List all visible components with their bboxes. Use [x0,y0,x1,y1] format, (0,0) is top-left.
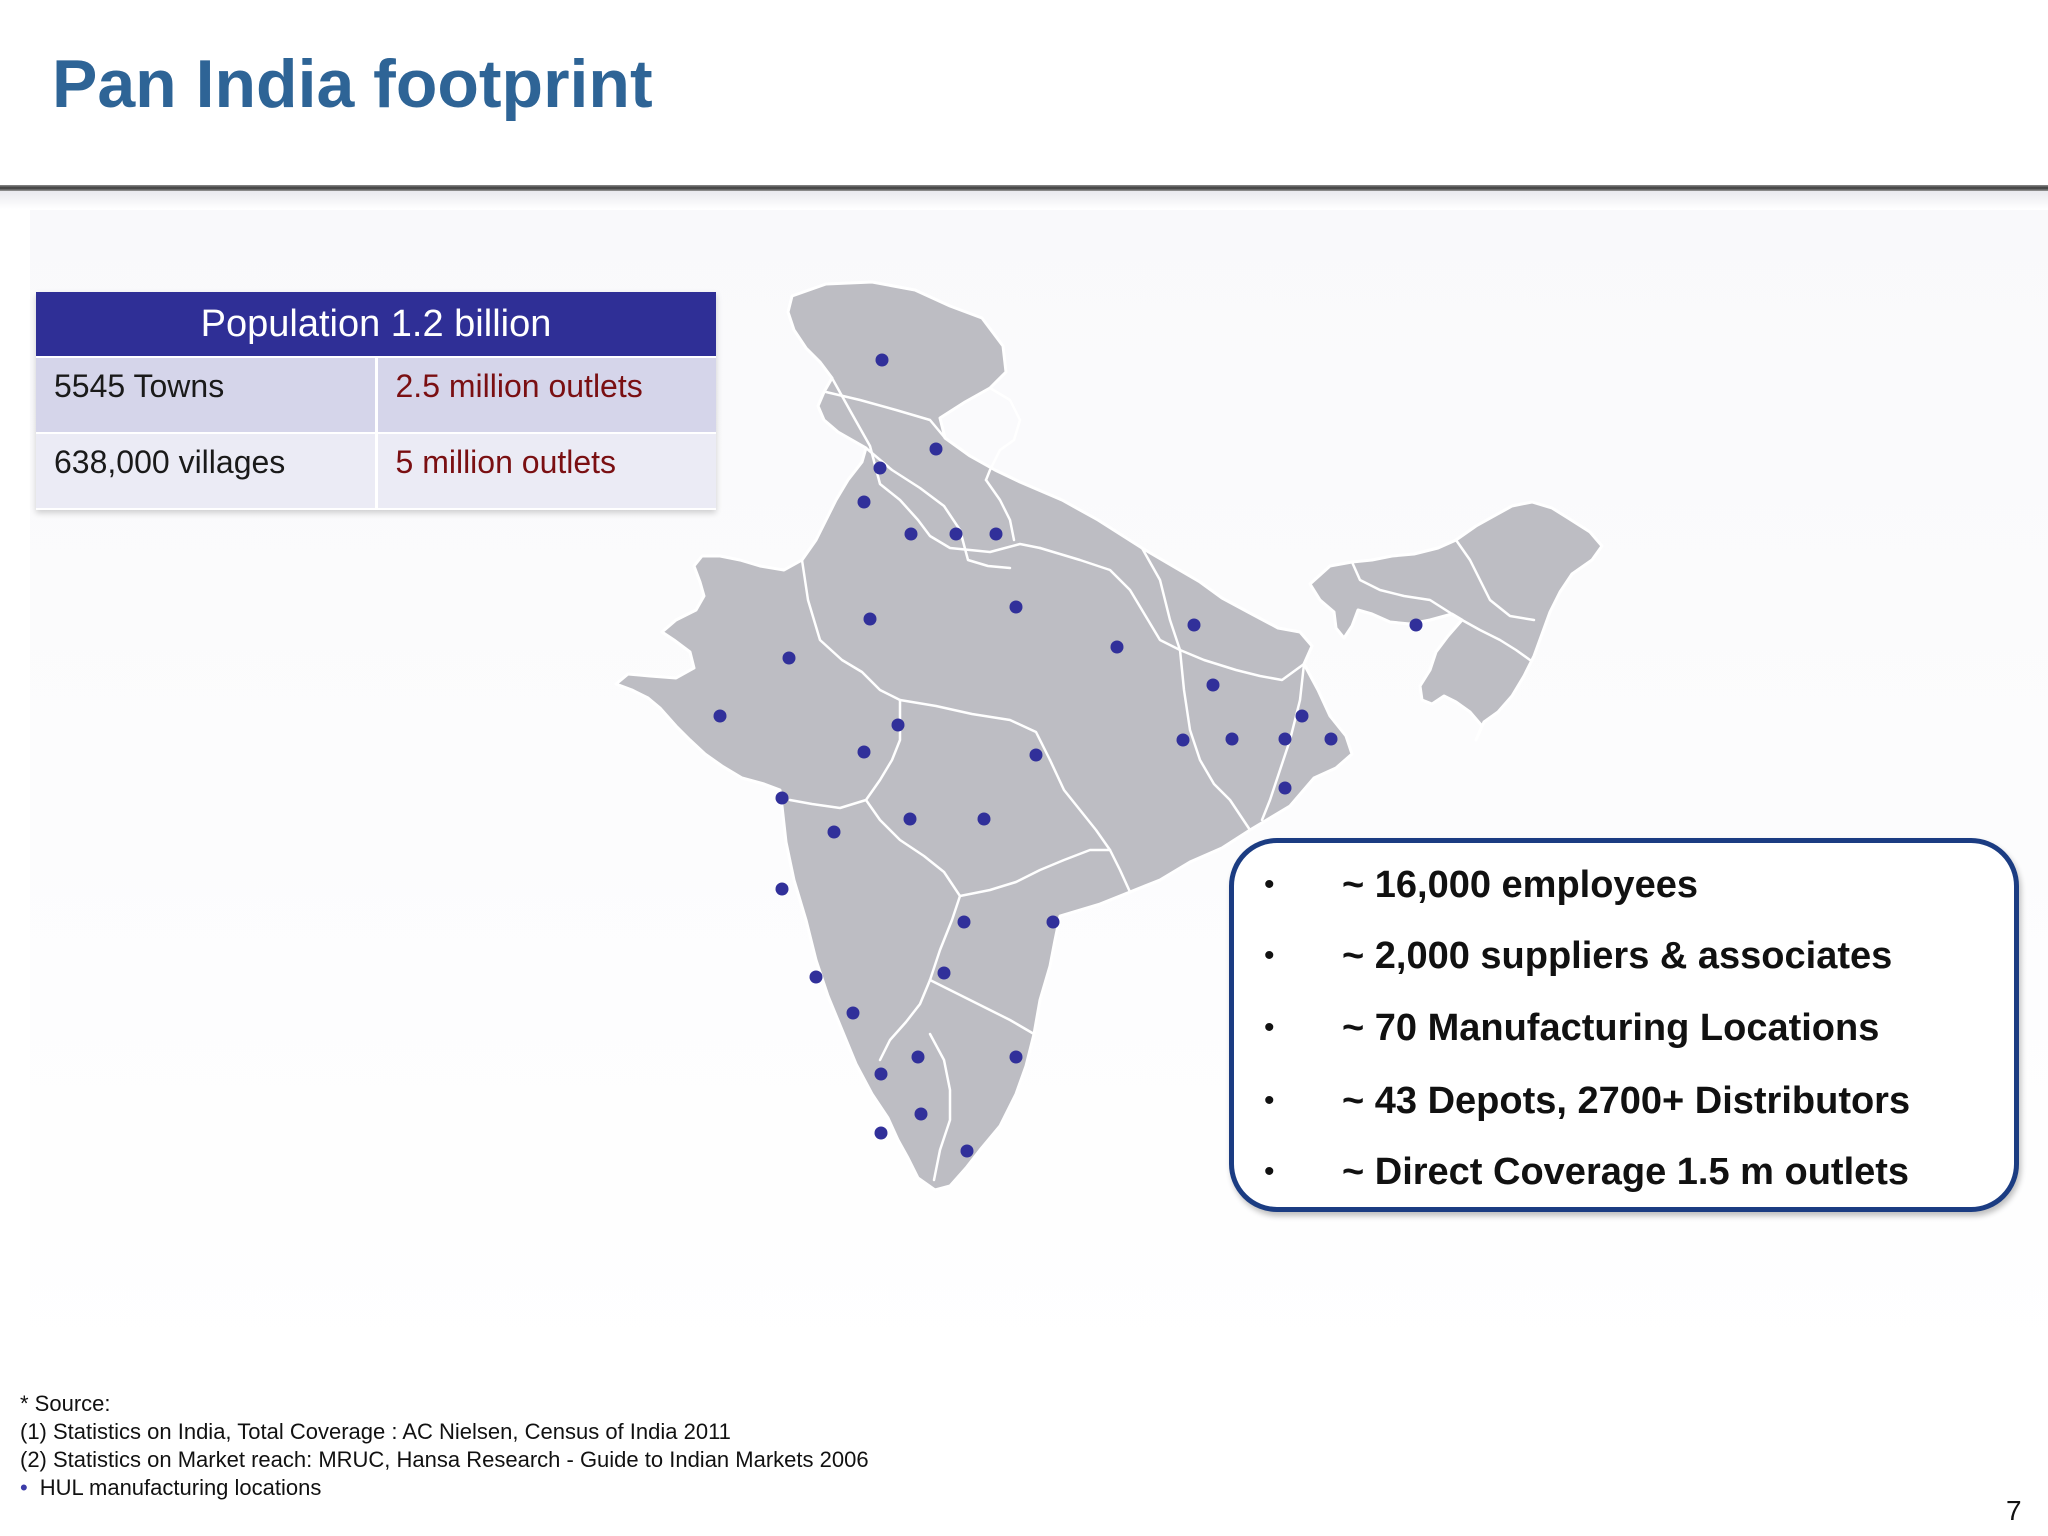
location-dot [1176,733,1190,747]
location-dot [809,970,823,984]
location-dot [1029,748,1043,762]
india-map [614,280,1604,1192]
location-dot [782,651,796,665]
location-dot [1009,1050,1023,1064]
location-dot [775,882,789,896]
stats-text: ~ 16,000 employees [1342,864,1698,906]
state-borders [788,376,1536,1182]
title-divider [0,185,2048,191]
table-row: 5545 Towns 2.5 million outlets [36,358,716,434]
source-line-1: (1) Statistics on India, Total Coverage … [20,1419,731,1444]
location-dot [911,1050,925,1064]
location-dot [1206,678,1220,692]
location-dot [937,966,951,980]
source-line-2: (2) Statistics on Market reach: MRUC, Ha… [20,1447,869,1472]
location-dot [874,1067,888,1081]
location-dot [875,353,889,367]
legend-bullet: • [20,1475,28,1500]
stats-item-employees: • ~ 16,000 employees [1234,855,2014,915]
bullet: • [1264,939,1275,972]
india-landmass [614,280,1604,1192]
location-dot [1278,732,1292,746]
location-dot [914,1107,928,1121]
location-dot [713,709,727,723]
location-dot [989,527,1003,541]
location-dot [957,915,971,929]
location-dot [863,612,877,626]
location-dot [929,442,943,456]
location-dot [1324,732,1338,746]
bullet: • [1264,1011,1275,1044]
bullet: • [1264,1084,1275,1117]
location-dot [873,461,887,475]
population-header: Population 1.2 billion [36,292,716,358]
location-dot [874,1126,888,1140]
location-dot [775,791,789,805]
source-label: * Source: [20,1391,111,1416]
location-dot [977,812,991,826]
stats-text: ~ Direct Coverage 1.5 m outlets [1342,1151,1910,1193]
map-legend: • HUL manufacturing locations [20,1474,869,1502]
stats-item-coverage: • ~ Direct Coverage 1.5 m outlets [1234,1142,2014,1202]
location-dot [846,1006,860,1020]
location-dot [1046,915,1060,929]
stats-item-suppliers: • ~ 2,000 suppliers & associates [1234,926,2014,986]
location-dot [891,718,905,732]
location-dot [857,495,871,509]
location-dot [949,527,963,541]
location-dot [960,1144,974,1158]
footnotes: * Source: (1) Statistics on India, Total… [20,1390,869,1502]
location-dot [1187,618,1201,632]
location-dot [1110,640,1124,654]
location-dot [1278,781,1292,795]
location-dot [1009,600,1023,614]
bullet: • [1264,868,1275,901]
company-stats-box: • ~ 16,000 employees • ~ 2,000 suppliers… [1229,838,2019,1212]
divider-shadow [0,191,2048,209]
location-dot [857,745,871,759]
villages-outlets-cell: 5 million outlets [395,444,617,480]
location-dots [713,353,1423,1158]
stats-text: ~ 2,000 suppliers & associates [1342,935,1893,977]
stats-item-manufacturing: • ~ 70 Manufacturing Locations [1234,998,2014,1058]
location-dot [1295,709,1309,723]
location-dot [1225,732,1239,746]
population-table: Population 1.2 billion 5545 Towns 2.5 mi… [36,292,716,510]
legend-text: HUL manufacturing locations [39,1475,322,1500]
stats-text: ~ 70 Manufacturing Locations [1342,1007,1880,1049]
location-dot [1409,618,1423,632]
stats-item-depots: • ~ 43 Depots, 2700+ Distributors [1234,1071,2014,1131]
towns-cell: 5545 Towns [36,358,378,432]
stats-text: ~ 43 Depots, 2700+ Distributors [1342,1080,1911,1122]
villages-cell: 638,000 villages [36,434,378,508]
page-number: 7 [2006,1495,2022,1526]
location-dot [827,825,841,839]
slide-title: Pan India footprint [52,46,653,122]
table-row: 638,000 villages 5 million outlets [36,434,716,510]
location-dot [904,527,918,541]
towns-outlets-cell: 2.5 million outlets [395,368,643,404]
bullet: • [1264,1155,1275,1188]
location-dot [903,812,917,826]
